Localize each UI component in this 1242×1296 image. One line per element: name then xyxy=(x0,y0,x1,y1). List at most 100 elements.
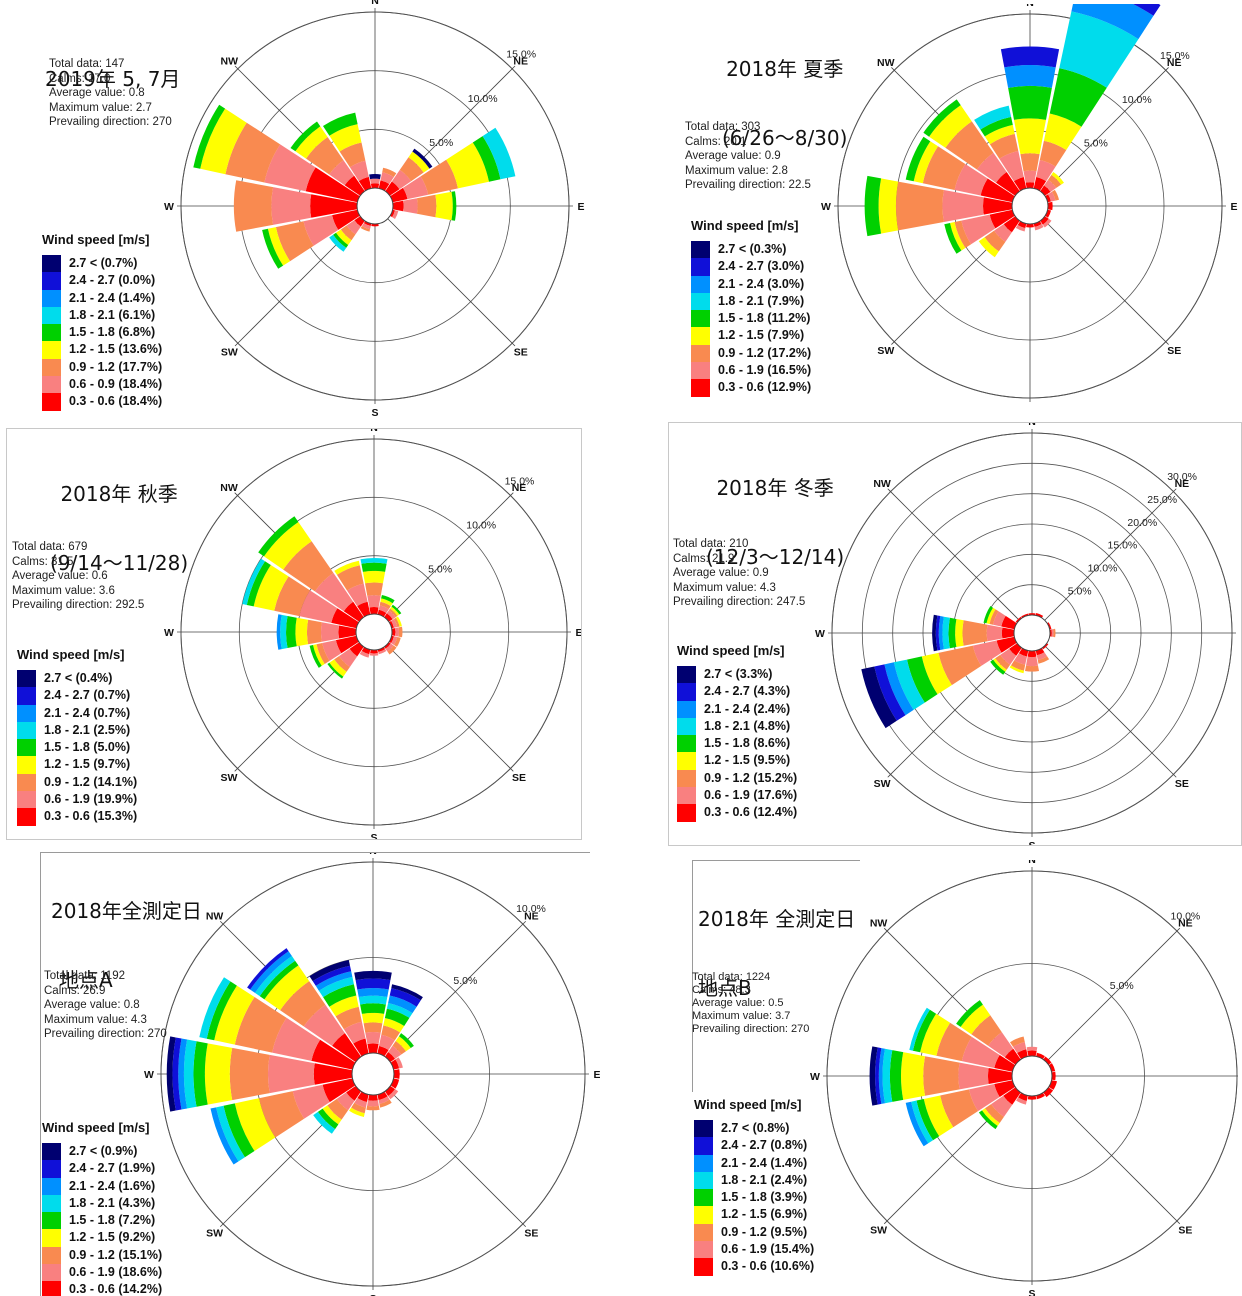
wind-wedge xyxy=(1009,665,1024,674)
wind-wedge xyxy=(435,191,453,221)
wind-wedge xyxy=(358,176,372,191)
wind-wedge xyxy=(1026,223,1034,228)
legend-item: 0.3 - 0.6 (14.2%) xyxy=(42,1281,162,1296)
wind-wedge xyxy=(923,1095,954,1137)
legend-swatch xyxy=(17,739,36,757)
wind-wedge xyxy=(482,127,516,180)
wind-wedge xyxy=(242,558,265,605)
wind-wedge xyxy=(984,124,1015,145)
legend: Wind speed [m/s] 2.7 < (3.3%) 2.4 - 2.7 … xyxy=(677,643,797,822)
legend-item: 1.8 - 2.1 (2.4%) xyxy=(694,1171,807,1190)
wind-wedge xyxy=(1036,1052,1045,1060)
legend-item: 2.7 < (3.3%) xyxy=(677,666,785,684)
wind-wedge xyxy=(1008,85,1052,120)
panel-title-line: (9/14～11/28) xyxy=(50,551,189,575)
wind-wedge xyxy=(1071,4,1154,40)
wind-wedge xyxy=(389,635,394,644)
legend-item: 0.6 - 1.9 (18.6%) xyxy=(42,1264,162,1282)
wind-wedge xyxy=(267,1054,315,1094)
ring-label: 20.0% xyxy=(1127,517,1157,529)
calm-circle xyxy=(1011,187,1049,225)
wind-wedge xyxy=(225,122,281,183)
wind-wedge xyxy=(1053,628,1056,638)
wind-wedge xyxy=(1042,218,1052,228)
compass-label: N xyxy=(371,0,379,7)
legend-label: 0.6 - 1.9 (19.9%) xyxy=(44,792,138,807)
legend-swatch xyxy=(691,379,710,397)
wind-wedge xyxy=(1027,1095,1037,1100)
wind-wedge xyxy=(962,620,988,646)
legend-label: 2.7 < (0.7%) xyxy=(69,256,138,270)
wind-wedge xyxy=(956,1000,983,1027)
wind-wedge xyxy=(961,214,996,245)
wind-wedge xyxy=(367,595,381,608)
stats-block: Total data: 147 Calms: 17.0 Average valu… xyxy=(49,57,172,130)
legend: Wind speed [m/s] 2.7 < (0.4%) 2.4 - 2.7 … xyxy=(17,647,137,826)
wind-wedge xyxy=(339,648,358,667)
grid-spoke xyxy=(1045,1089,1181,1225)
wind-wedge xyxy=(214,985,255,1045)
stat-maximum: Maximum value: 2.7 xyxy=(49,101,152,114)
compass-label: SW xyxy=(206,1227,223,1239)
wind-wedge xyxy=(365,582,383,596)
wind-wedge xyxy=(303,1004,345,1046)
wind-wedge xyxy=(999,150,1024,182)
legend-label: 2.4 - 2.7 (0.7%) xyxy=(44,688,131,703)
panel-title: 2018年 全測定日 地点B xyxy=(698,862,855,1046)
wind-wedge xyxy=(390,606,400,616)
wind-wedge xyxy=(329,124,362,152)
wind-wedge xyxy=(367,1043,379,1054)
panel-title-line: 2018年 冬季 xyxy=(716,476,834,500)
legend-swatch xyxy=(17,791,36,809)
legend-item: 1.5 - 1.8 (6.8%) xyxy=(42,324,155,342)
wind-wedge xyxy=(344,175,365,196)
stats-block: Total data: 1192 Calms: 26.9 Average val… xyxy=(44,969,167,1042)
legend-swatch xyxy=(677,683,696,701)
wind-wedge xyxy=(1016,1097,1027,1105)
wind-wedge xyxy=(1045,209,1051,218)
legend-label: 0.6 - 0.9 (18.4%) xyxy=(69,377,163,392)
legend-swatch xyxy=(42,272,61,290)
wind-wedge xyxy=(361,647,371,655)
wind-wedge xyxy=(402,176,429,200)
wind-wedge xyxy=(335,1006,362,1030)
wind-wedge xyxy=(316,643,330,664)
wind-wedge xyxy=(1015,616,1022,623)
legend-label: 2.1 - 2.4 (0.7%) xyxy=(44,705,131,720)
wind-wedge xyxy=(389,988,421,1007)
legend-swatch xyxy=(42,1229,61,1247)
wind-wedge xyxy=(996,636,1017,653)
legend-swatch xyxy=(677,717,696,736)
wind-wedge xyxy=(276,614,282,650)
compass-label: N xyxy=(1028,423,1036,428)
legend-item: 2.7 < (0.7%) xyxy=(42,255,150,273)
wind-wedge xyxy=(395,1057,403,1069)
wind-wedge xyxy=(972,640,1002,666)
legend-swatch xyxy=(42,1212,61,1230)
ring-label: 10.0% xyxy=(1122,94,1152,106)
ring-label: 15.0% xyxy=(1160,50,1190,62)
wind-wedge xyxy=(996,172,1020,196)
wind-wedge xyxy=(379,1034,395,1050)
legend-item: 2.7 < (0.3%) xyxy=(691,241,799,259)
compass-label: NW xyxy=(873,478,891,490)
wind-wedge xyxy=(989,609,999,625)
legend-swatch xyxy=(42,341,61,359)
wind-wedge xyxy=(388,1045,402,1059)
legend-swatch xyxy=(691,344,710,363)
wind-wedge xyxy=(1047,622,1052,630)
grid xyxy=(177,435,571,829)
wind-wedge xyxy=(193,1041,208,1107)
wind-wedge xyxy=(994,1055,1016,1072)
legend-label: 1.8 - 2.1 (4.3%) xyxy=(69,1195,156,1210)
ring-label: 15.0% xyxy=(1108,540,1138,552)
compass-label: E xyxy=(1240,628,1241,640)
stat-prevailing: Prevailing direction: 247.5 xyxy=(673,596,806,609)
legend-item: 0.3 - 0.6 (10.6%) xyxy=(694,1258,814,1276)
stat-average: Average value: 0.8 xyxy=(49,87,145,100)
wind-wedge xyxy=(1004,65,1056,88)
wind-wedge xyxy=(913,141,938,184)
legend-label: 2.7 < (0.8%) xyxy=(721,1121,790,1135)
grid-spoke xyxy=(386,644,514,772)
